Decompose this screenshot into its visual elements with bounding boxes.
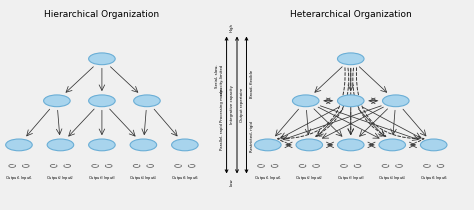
Circle shape bbox=[379, 139, 405, 151]
Text: Heterarchical Organization: Heterarchical Organization bbox=[290, 10, 411, 19]
Text: Restricted, rigid: Restricted, rigid bbox=[250, 121, 254, 152]
Circle shape bbox=[134, 95, 160, 107]
Text: Output$_{4}$ Input$_{4}$: Output$_{4}$ Input$_{4}$ bbox=[378, 174, 406, 182]
Text: Processing mode: Processing mode bbox=[220, 88, 224, 122]
Text: Output$_{1}$ Input$_{1}$: Output$_{1}$ Input$_{1}$ bbox=[5, 174, 33, 182]
Circle shape bbox=[292, 95, 319, 107]
Circle shape bbox=[337, 95, 364, 107]
Circle shape bbox=[89, 95, 115, 107]
Circle shape bbox=[130, 139, 156, 151]
Text: Integrative capacity: Integrative capacity bbox=[230, 85, 234, 125]
Circle shape bbox=[337, 53, 364, 65]
Text: Serial, slow,
capacity-limited: Serial, slow, capacity-limited bbox=[215, 64, 223, 95]
Circle shape bbox=[89, 53, 115, 65]
Text: Output repertoire: Output repertoire bbox=[240, 88, 244, 122]
Text: Broad, flexible: Broad, flexible bbox=[250, 70, 254, 98]
Text: Parallel, rapid: Parallel, rapid bbox=[220, 123, 224, 150]
Text: Output$_{2}$ Input$_{2}$: Output$_{2}$ Input$_{2}$ bbox=[46, 174, 74, 182]
Text: High: High bbox=[230, 22, 234, 32]
Text: Output$_{5}$ Input$_{5}$: Output$_{5}$ Input$_{5}$ bbox=[419, 174, 448, 182]
Circle shape bbox=[337, 139, 364, 151]
Text: Output$_{2}$ Input$_{2}$: Output$_{2}$ Input$_{2}$ bbox=[295, 174, 323, 182]
Text: Output$_{5}$ Input$_{5}$: Output$_{5}$ Input$_{5}$ bbox=[171, 174, 199, 182]
Circle shape bbox=[47, 139, 74, 151]
Text: Low: Low bbox=[230, 178, 234, 186]
Text: Output$_{1}$ Input$_{1}$: Output$_{1}$ Input$_{1}$ bbox=[254, 174, 282, 182]
Circle shape bbox=[89, 139, 115, 151]
Circle shape bbox=[44, 95, 70, 107]
Circle shape bbox=[172, 139, 198, 151]
Text: Output$_{3}$ Input$_{3}$: Output$_{3}$ Input$_{3}$ bbox=[88, 174, 116, 182]
Circle shape bbox=[6, 139, 32, 151]
Circle shape bbox=[420, 139, 447, 151]
Text: Hierarchical Organization: Hierarchical Organization bbox=[45, 10, 159, 19]
Circle shape bbox=[296, 139, 322, 151]
Text: Output$_{3}$ Input$_{3}$: Output$_{3}$ Input$_{3}$ bbox=[337, 174, 365, 182]
Circle shape bbox=[383, 95, 409, 107]
Text: Output$_{4}$ Input$_{4}$: Output$_{4}$ Input$_{4}$ bbox=[129, 174, 157, 182]
Circle shape bbox=[255, 139, 281, 151]
